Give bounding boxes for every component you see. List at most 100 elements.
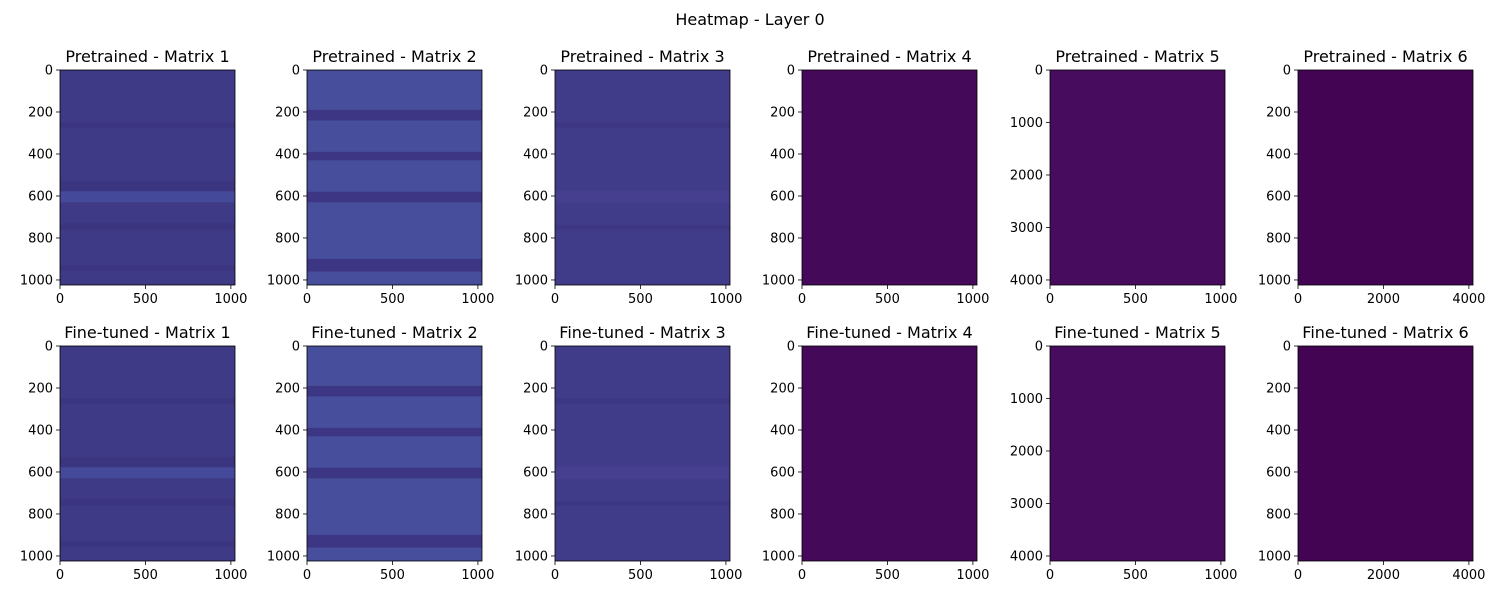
heatmap-band (555, 225, 730, 230)
heatmap-cells (60, 346, 235, 561)
y-tick-label: 1000 (1258, 549, 1291, 564)
x-tick-label: 0 (303, 292, 311, 307)
heatmap-panel: Fine-tuned - Matrix 5 0 500 1000 0 1000 2000 30… (1010, 323, 1238, 583)
heatmap-cells (307, 70, 482, 285)
x-tick-label: 0 (56, 568, 64, 583)
y-tick-label: 600 (770, 189, 795, 204)
heatmap-band (555, 466, 730, 480)
panel-title: Fine-tuned - Matrix 4 (806, 323, 972, 342)
panel-title: Fine-tuned - Matrix 3 (559, 323, 725, 342)
heatmap-band (307, 109, 482, 121)
y-tick-label: 800 (770, 507, 795, 522)
y-tick-label: 400 (1266, 147, 1291, 162)
heatmap-cells (1050, 346, 1225, 561)
axes-frame (554, 345, 731, 562)
panel-title: Pretrained - Matrix 1 (65, 47, 229, 66)
axes-frame (306, 69, 483, 286)
x-tick-label: 500 (628, 568, 653, 583)
x-tick-label: 0 (551, 292, 559, 307)
heatmap-panel: Pretrained - Matrix 30 500 100002004006008… (515, 47, 743, 307)
y-tick-label: 0 (292, 64, 300, 79)
y-tick-label: 600 (275, 465, 300, 480)
axes-frame (1049, 69, 1226, 286)
heatmap-cells (802, 346, 977, 561)
y-tick-label: 200 (28, 105, 53, 120)
y-tick-label: 600 (1266, 189, 1291, 204)
y-tick-label: 200 (770, 105, 795, 120)
x-tick-label: 4000 (1452, 568, 1485, 583)
y-tick-label: 1000 (762, 549, 795, 564)
axes-frame (59, 345, 236, 562)
heatmap-cells (307, 346, 482, 561)
heatmap-band (307, 534, 482, 548)
x-tick-label: 2000 (1367, 292, 1400, 307)
y-tick-label: 800 (523, 507, 548, 522)
y-tick-label: 600 (275, 189, 300, 204)
y-tick-label: 1000 (20, 549, 53, 564)
x-tick-label: 1000 (214, 568, 247, 583)
x-tick-label: 500 (875, 568, 900, 583)
heatmap-panel: Fine-tuned - Matrix 10 500 100002004006008… (20, 323, 248, 583)
heatmap-panel: Pretrained - Matrix 6 0 2000 4000 0 200 400 600… (1258, 47, 1486, 307)
y-tick-label: 0 (45, 340, 53, 355)
heatmap-band (307, 151, 482, 161)
heatmap-band (555, 398, 730, 404)
y-tick-label: 1000 (20, 273, 53, 288)
x-tick-label: 1000 (956, 292, 989, 307)
heatmap-cells (802, 70, 977, 285)
y-tick-label: 0 (1035, 340, 1043, 355)
y-tick-label: 200 (523, 105, 548, 120)
y-tick-label: 800 (28, 507, 53, 522)
y-tick-label: 0 (787, 64, 795, 79)
y-tick-label: 1000 (1258, 273, 1291, 288)
y-tick-label: 0 (787, 340, 795, 355)
y-tick-label: 1000 (267, 549, 300, 564)
x-tick-label: 4000 (1452, 292, 1485, 307)
x-tick-label: 1000 (1204, 568, 1237, 583)
y-tick-label: 1000 (267, 273, 300, 288)
x-tick-label: 1000 (709, 568, 742, 583)
heatmap-band (60, 122, 235, 128)
panel-title: Pretrained - Matrix 6 (1303, 47, 1467, 66)
x-tick-label: 500 (133, 568, 158, 583)
x-tick-label: 500 (380, 292, 405, 307)
y-tick-label: 600 (28, 189, 53, 204)
x-tick-label: 1000 (461, 292, 494, 307)
heatmap-band (307, 385, 482, 397)
y-tick-label: 800 (770, 231, 795, 246)
heatmap-cells (1298, 346, 1473, 561)
y-tick-label: 600 (1266, 465, 1291, 480)
axes-frame (801, 345, 978, 562)
figure-title: Heatmap - Layer 0 (675, 10, 824, 29)
y-tick-label: 400 (523, 147, 548, 162)
heatmap-panel: Fine-tuned - Matrix 6 0 2000 4000 0 200 400 600… (1258, 323, 1486, 583)
axes-frame (1297, 345, 1474, 562)
y-tick-label: 200 (275, 381, 300, 396)
x-tick-label: 0 (798, 568, 806, 583)
y-tick-label: 400 (523, 423, 548, 438)
axes-frame (306, 345, 483, 562)
y-tick-label: 2000 (1010, 168, 1043, 183)
x-tick-label: 0 (1294, 568, 1302, 583)
heatmap-panel: Fine-tuned - Matrix 20 500 100002004006008… (267, 323, 495, 583)
y-tick-label: 800 (275, 507, 300, 522)
y-tick-label: 200 (28, 381, 53, 396)
y-tick-label: 400 (770, 147, 795, 162)
x-tick-label: 1000 (214, 292, 247, 307)
heatmap-band (307, 191, 482, 203)
y-tick-label: 800 (275, 231, 300, 246)
heatmap-band (555, 190, 730, 204)
y-tick-label: 0 (540, 64, 548, 79)
heatmap-cells (60, 70, 235, 285)
heatmap-band (60, 223, 235, 230)
y-tick-label: 600 (523, 189, 548, 204)
x-tick-label: 500 (133, 292, 158, 307)
y-tick-label: 400 (275, 147, 300, 162)
y-tick-label: 4000 (1010, 549, 1043, 564)
y-tick-label: 0 (1283, 340, 1291, 355)
x-tick-label: 500 (875, 292, 900, 307)
y-tick-label: 0 (292, 340, 300, 355)
y-tick-label: 2000 (1010, 444, 1043, 459)
panel-title: Fine-tuned - Matrix 1 (64, 323, 230, 342)
heatmap-band (60, 457, 235, 467)
